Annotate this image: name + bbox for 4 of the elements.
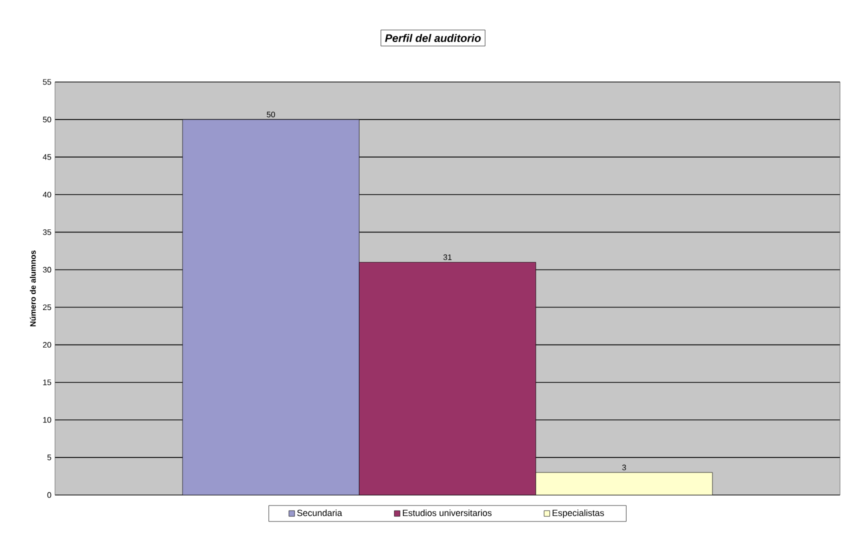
- legend-label: Especialistas: [552, 510, 604, 518]
- chart-title: Perfil del auditorio: [385, 34, 481, 42]
- legend-label: Estudios universitarios: [402, 510, 492, 516]
- legend-label: Secundaria: [297, 510, 342, 516]
